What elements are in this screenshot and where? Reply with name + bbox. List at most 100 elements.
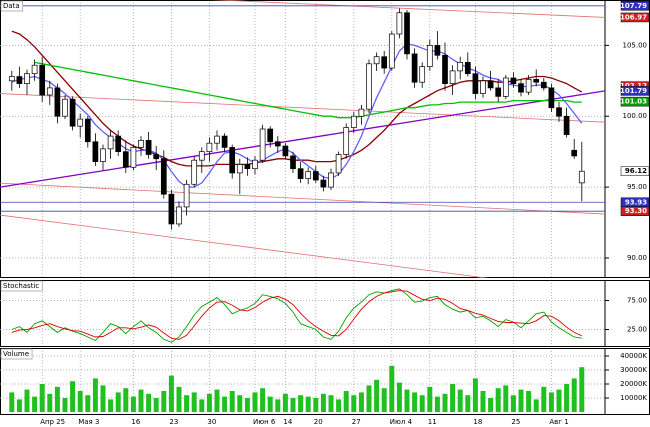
candle-body <box>160 158 167 195</box>
candle-body <box>472 73 479 94</box>
volume-bar <box>381 388 387 412</box>
volume-bar <box>328 395 334 412</box>
candle-body <box>373 56 380 65</box>
candle-body <box>84 118 91 143</box>
candle-body <box>328 172 334 188</box>
volume-bar <box>412 392 418 412</box>
volume-bar <box>184 395 190 412</box>
candle-body <box>366 63 372 110</box>
candle-body <box>54 87 61 117</box>
candle-body <box>312 171 319 181</box>
volume-bar <box>336 399 342 412</box>
candle-body <box>267 128 274 143</box>
y-tick-label: 95.00 <box>627 183 647 191</box>
candle-body <box>122 151 129 168</box>
candle-body <box>571 149 578 157</box>
volume-bar <box>39 384 45 412</box>
volume-bar <box>290 398 296 412</box>
volume-bar <box>571 378 577 412</box>
candle-body <box>457 62 464 72</box>
candle-body <box>236 164 243 174</box>
volume-bar <box>427 386 433 412</box>
volume-bar <box>24 389 30 412</box>
volume-bar <box>298 395 304 412</box>
candle-body <box>206 142 213 153</box>
x-tick-label: Июн 6 <box>253 418 276 426</box>
volume-bar <box>100 385 106 412</box>
candle-body <box>502 77 509 97</box>
trend-line <box>0 182 605 215</box>
x-tick-label: 11 <box>428 418 437 426</box>
volume-bar <box>260 388 266 412</box>
candle-body <box>62 98 68 117</box>
y-tick-label: 100.00 <box>623 112 648 120</box>
x-tick-label: Авг 1 <box>549 418 568 426</box>
volume-bar <box>541 386 547 412</box>
candle-body <box>183 183 190 208</box>
candle-body <box>214 135 220 144</box>
price-label-box <box>620 12 650 23</box>
moving-average <box>34 61 582 119</box>
candle-body <box>518 83 524 93</box>
candle-body <box>24 73 30 84</box>
oscillator-line <box>11 288 582 343</box>
price-label-box <box>620 86 650 96</box>
candle-body <box>221 135 228 148</box>
volume-bar <box>419 395 425 412</box>
candle-body <box>343 127 350 155</box>
price-label: 107.79 <box>620 2 647 10</box>
moving-average <box>11 43 583 188</box>
volume-bar <box>282 393 288 412</box>
x-tick-label: 14 <box>283 418 292 426</box>
candle-body <box>92 141 99 162</box>
candle-body <box>578 170 585 184</box>
volume-bar <box>146 393 152 412</box>
volume-bar <box>389 365 395 412</box>
volume-bar <box>548 392 554 412</box>
x-tick-label: Июл 4 <box>390 418 413 426</box>
y-tick-label: 40000K <box>620 352 647 360</box>
volume-bar <box>130 396 136 412</box>
y-tick-label: 20000K <box>620 380 647 388</box>
candle-body <box>381 56 388 69</box>
price-label: 96.12 <box>625 167 647 175</box>
candle-body <box>350 115 357 128</box>
candle-body <box>411 53 418 83</box>
volume-bar <box>305 396 311 412</box>
candle-body <box>39 64 46 96</box>
volume-bar <box>108 399 114 412</box>
volume-bar <box>510 395 516 412</box>
candle-body <box>229 147 236 174</box>
volume-bar <box>564 384 570 412</box>
y-tick-label: 90.00 <box>627 254 647 262</box>
y-tick-label: 75.00 <box>627 297 647 305</box>
y-tick-label: 30000K <box>620 366 647 374</box>
candle-body <box>168 193 175 225</box>
volume-bar <box>533 399 539 412</box>
x-tick-label: 25 <box>511 418 520 426</box>
volume-bar <box>366 385 372 412</box>
candle-body <box>31 64 38 75</box>
candle-body <box>404 12 410 55</box>
price-label-box <box>620 206 650 216</box>
price-label-box <box>620 96 650 107</box>
volume-bar <box>9 392 15 412</box>
volume-bar <box>374 379 380 412</box>
candle-body <box>138 139 144 148</box>
volume-bar <box>54 386 60 412</box>
candle-body <box>388 33 395 69</box>
volume-bar <box>161 391 167 412</box>
volume-bar <box>115 392 121 412</box>
volume-bar <box>518 389 524 412</box>
candle-body <box>426 45 433 67</box>
volume-bar <box>267 396 273 412</box>
candle-body <box>16 76 23 84</box>
y-tick-label: 10000K <box>620 394 647 402</box>
volume-bar <box>206 393 212 412</box>
candle-body <box>252 159 258 170</box>
pane-title: Stochastic <box>3 282 39 290</box>
candle-body <box>358 108 365 117</box>
pane-title-box <box>0 0 24 12</box>
candle-body <box>335 154 342 174</box>
volume-bar <box>153 398 159 412</box>
